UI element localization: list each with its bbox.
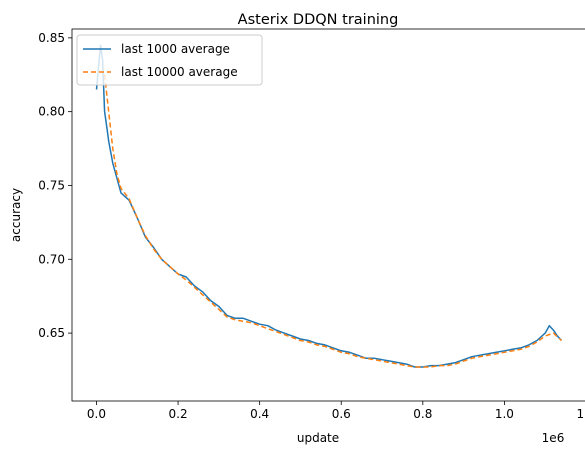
x-tick-label: 0.2 bbox=[169, 407, 188, 421]
x-tick-label: 0.8 bbox=[413, 407, 432, 421]
series-line-2 bbox=[103, 74, 563, 368]
series-group bbox=[95, 44, 563, 368]
x-tick-label: 1.2 bbox=[576, 407, 585, 421]
y-tick-label: 0.65 bbox=[38, 326, 65, 340]
x-tick-label: 0.6 bbox=[332, 407, 351, 421]
legend-box bbox=[76, 34, 263, 86]
x-axis-ticks: 0.0 0.2 0.4 0.6 0.8 1.0 1.2 bbox=[87, 401, 585, 421]
x-tick-label: 1.0 bbox=[495, 407, 514, 421]
y-axis-label: accuracy bbox=[9, 188, 23, 242]
x-tick-label: 0.4 bbox=[250, 407, 269, 421]
y-tick-label: 0.70 bbox=[38, 252, 65, 266]
legend-label-series-1: last 1000 average bbox=[121, 42, 230, 56]
y-tick-label: 0.80 bbox=[38, 105, 65, 119]
axes-frame bbox=[71, 28, 585, 402]
y-tick-label: 0.85 bbox=[38, 31, 65, 45]
x-axis-offset-label: 1e6 bbox=[542, 431, 565, 445]
chart-title: Asterix DDQN training bbox=[238, 12, 399, 28]
y-tick-label: 0.75 bbox=[38, 178, 65, 192]
x-axis-label: update bbox=[297, 431, 339, 445]
x-tick-label: 0.0 bbox=[87, 407, 106, 421]
y-axis-ticks: 0.65 0.70 0.75 0.80 0.85 bbox=[38, 31, 72, 340]
legend-label-series-2: last 10000 average bbox=[121, 65, 238, 79]
legend: last 1000 average last 10000 average bbox=[76, 34, 263, 86]
